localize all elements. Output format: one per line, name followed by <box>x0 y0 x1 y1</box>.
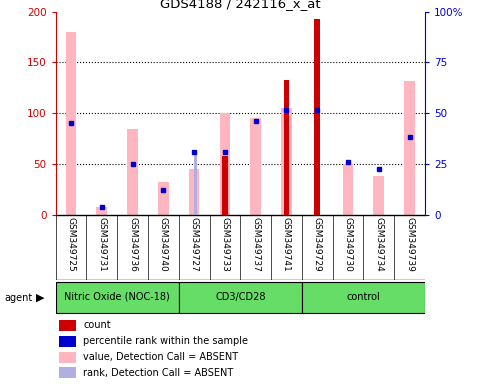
Text: GSM349737: GSM349737 <box>251 217 260 272</box>
Text: agent: agent <box>5 293 33 303</box>
Bar <box>342 164 354 215</box>
Text: GSM349740: GSM349740 <box>159 217 168 272</box>
Bar <box>59 336 76 347</box>
Text: GSM349734: GSM349734 <box>374 217 384 272</box>
Text: count: count <box>83 320 111 330</box>
Text: GSM349736: GSM349736 <box>128 217 137 272</box>
Text: control: control <box>347 292 380 302</box>
Text: GSM349741: GSM349741 <box>282 217 291 272</box>
Text: value, Detection Call = ABSENT: value, Detection Call = ABSENT <box>83 352 239 362</box>
Title: GDS4188 / 242116_x_at: GDS4188 / 242116_x_at <box>160 0 321 10</box>
Text: GSM349730: GSM349730 <box>343 217 353 272</box>
Text: rank, Detection Call = ABSENT: rank, Detection Call = ABSENT <box>83 368 233 378</box>
Text: CD3/CD28: CD3/CD28 <box>215 292 266 302</box>
Text: percentile rank within the sample: percentile rank within the sample <box>83 336 248 346</box>
Bar <box>284 80 289 215</box>
Text: GSM349727: GSM349727 <box>190 217 199 272</box>
Bar <box>222 156 227 215</box>
Bar <box>158 182 169 215</box>
Bar <box>66 32 76 215</box>
Bar <box>373 176 384 215</box>
Bar <box>250 118 261 215</box>
Bar <box>404 81 415 215</box>
Bar <box>56 282 179 313</box>
Bar <box>59 320 76 331</box>
Bar <box>96 207 107 215</box>
Bar <box>314 19 320 215</box>
Bar <box>189 169 199 215</box>
Bar <box>302 282 425 313</box>
Text: GSM349733: GSM349733 <box>220 217 229 272</box>
Text: Nitric Oxide (NOC-18): Nitric Oxide (NOC-18) <box>64 292 170 302</box>
Bar <box>179 282 302 313</box>
Bar <box>59 351 76 362</box>
Text: GSM349739: GSM349739 <box>405 217 414 272</box>
Bar <box>127 129 138 215</box>
Bar <box>219 113 230 215</box>
Text: GSM349725: GSM349725 <box>67 217 75 272</box>
Bar <box>194 152 197 215</box>
Bar <box>59 367 76 379</box>
Bar <box>281 108 292 215</box>
Text: GSM349731: GSM349731 <box>97 217 106 272</box>
Text: GSM349729: GSM349729 <box>313 217 322 272</box>
Text: ▶: ▶ <box>36 293 45 303</box>
